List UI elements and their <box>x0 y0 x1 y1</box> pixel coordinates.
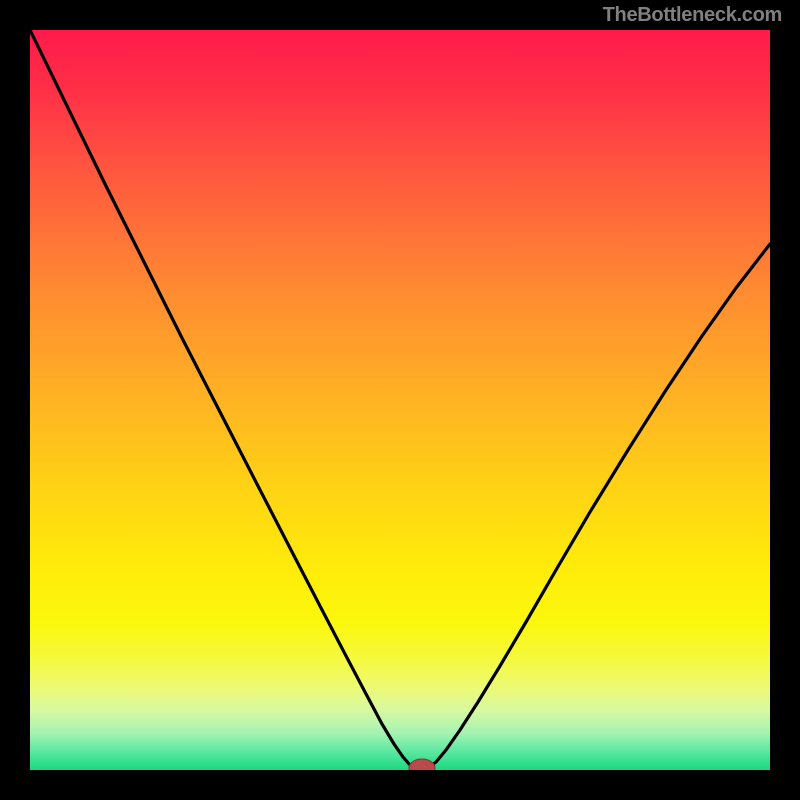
plot-area <box>30 30 770 770</box>
bottleneck-curve <box>30 30 770 770</box>
optimal-point-marker <box>409 759 435 770</box>
watermark-text: TheBottleneck.com <box>603 4 782 27</box>
bottleneck-chart: TheBottleneck.com <box>0 0 800 800</box>
